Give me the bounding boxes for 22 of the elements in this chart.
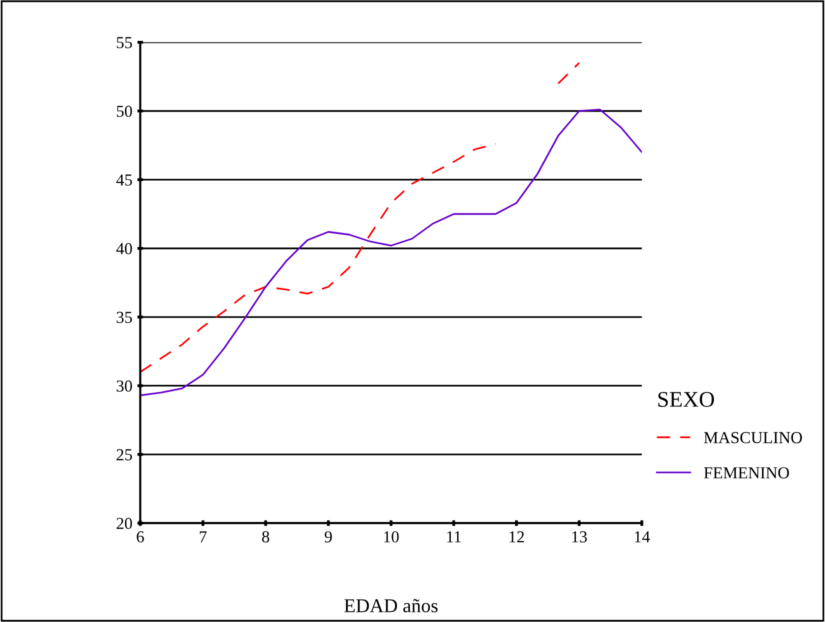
x-tick-label: 13: [572, 531, 587, 542]
y-tick-label: 30: [116, 380, 132, 392]
x-tick-label: 11: [447, 531, 461, 542]
y-tick-label: 45: [116, 174, 132, 186]
y-tick-label: 25: [116, 449, 132, 460]
y-tick-label: 35: [116, 312, 132, 323]
x-tick-label: 12: [510, 531, 524, 542]
x-axis-title: EDAD años: [344, 599, 438, 612]
line-series: [140, 108, 642, 396]
y-tick-label: 20: [116, 518, 132, 530]
y-tick-label: 55: [116, 37, 132, 48]
y-tick-label: 50: [116, 106, 132, 117]
legend-title: SEXO: [658, 392, 714, 407]
y-tick-label: 40: [116, 243, 132, 254]
x-tick-label: 7: [200, 531, 207, 542]
legend-label: MASCULINO: [704, 432, 802, 444]
x-tick-label: 6: [136, 531, 144, 542]
legend-label: FEMENINO: [704, 467, 789, 478]
x-tick-label: 10: [384, 531, 399, 542]
x-tick-label: 14: [634, 531, 650, 542]
x-tick-label: 8: [262, 531, 270, 542]
x-tick-label: 9: [324, 531, 332, 542]
